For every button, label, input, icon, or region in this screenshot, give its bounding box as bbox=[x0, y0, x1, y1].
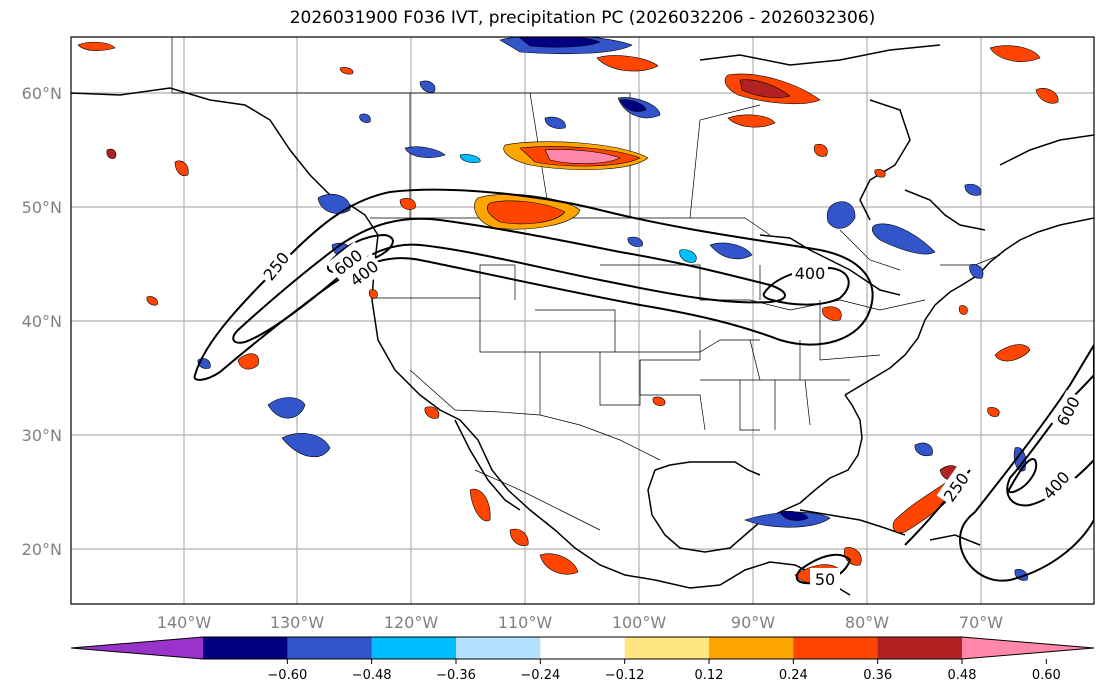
colorbar-outline bbox=[70, 636, 1095, 660]
lon-label: 140°W bbox=[157, 613, 212, 632]
map-title: 2026031900 F036 IVT, precipitation PC (2… bbox=[289, 8, 876, 28]
lon-label: 110°W bbox=[498, 613, 553, 632]
colorbar-segment bbox=[203, 637, 288, 659]
colorbar-segment bbox=[540, 637, 626, 659]
longitude-labels: 140°W 130°W 120°W 110°W 100°W 90°W 80°W … bbox=[157, 613, 1003, 632]
latitude-labels: 60°N 50°N 40°N 30°N 20°N bbox=[22, 84, 62, 559]
colorbar-segment bbox=[287, 637, 373, 659]
lat-label: 60°N bbox=[22, 84, 62, 103]
colorbar-segment bbox=[624, 637, 710, 659]
contour-label: 50 bbox=[815, 570, 835, 589]
colorbar-tick-label: −0.60 bbox=[267, 668, 307, 683]
lat-label: 40°N bbox=[22, 312, 62, 331]
colorbar-tick-label: −0.12 bbox=[605, 668, 645, 683]
lat-label: 20°N bbox=[22, 540, 62, 559]
contour-250-west bbox=[193, 188, 874, 381]
contour-label: 400 bbox=[795, 264, 826, 283]
map-frame bbox=[70, 36, 1095, 605]
contour-400-east bbox=[1006, 373, 1094, 507]
colorbar-extend-high bbox=[962, 637, 1094, 659]
colorbar-segment bbox=[371, 637, 457, 659]
colorbar-tick-label: −0.48 bbox=[352, 668, 392, 683]
colorbar-segment bbox=[456, 637, 541, 659]
ivt-contours bbox=[193, 188, 1094, 585]
lon-label: 100°W bbox=[612, 613, 667, 632]
lon-label: 80°W bbox=[845, 613, 889, 632]
colorbar: −0.60 −0.48 −0.36 −0.24 −0.12 0.12 0.24 0.36 0.4… bbox=[70, 636, 1095, 683]
contour-400-west bbox=[232, 217, 786, 344]
colorbar-tick-label: 0.24 bbox=[779, 668, 808, 683]
colorbar-segment bbox=[709, 637, 794, 659]
lon-label: 90°W bbox=[731, 613, 775, 632]
lon-label: 130°W bbox=[270, 613, 325, 632]
colorbar-tick-label: 0.12 bbox=[695, 668, 724, 683]
contour-250-east bbox=[958, 343, 1094, 582]
map-panel: 250 600 400 400 600 400 250 50 bbox=[71, 37, 1094, 604]
colorbar-segment bbox=[793, 637, 879, 659]
colorbar-tick-label: 0.36 bbox=[863, 668, 892, 683]
contour-600-east bbox=[1007, 458, 1038, 494]
contour-labels: 250 600 400 400 600 400 250 50 bbox=[256, 241, 1087, 590]
colorbar-tick-label: 0.48 bbox=[948, 668, 977, 683]
colorbar-segment bbox=[877, 637, 963, 659]
lon-label: 70°W bbox=[959, 613, 1003, 632]
colorbar-extend-low bbox=[71, 637, 203, 659]
colorbar-tick-label: −0.24 bbox=[520, 668, 560, 683]
lon-label: 120°W bbox=[384, 613, 439, 632]
colorbar-tick-label: 0.60 bbox=[1032, 668, 1061, 683]
lat-label: 30°N bbox=[22, 426, 62, 445]
colorbar-tick-label: −0.36 bbox=[436, 668, 476, 683]
lat-label: 50°N bbox=[22, 198, 62, 217]
